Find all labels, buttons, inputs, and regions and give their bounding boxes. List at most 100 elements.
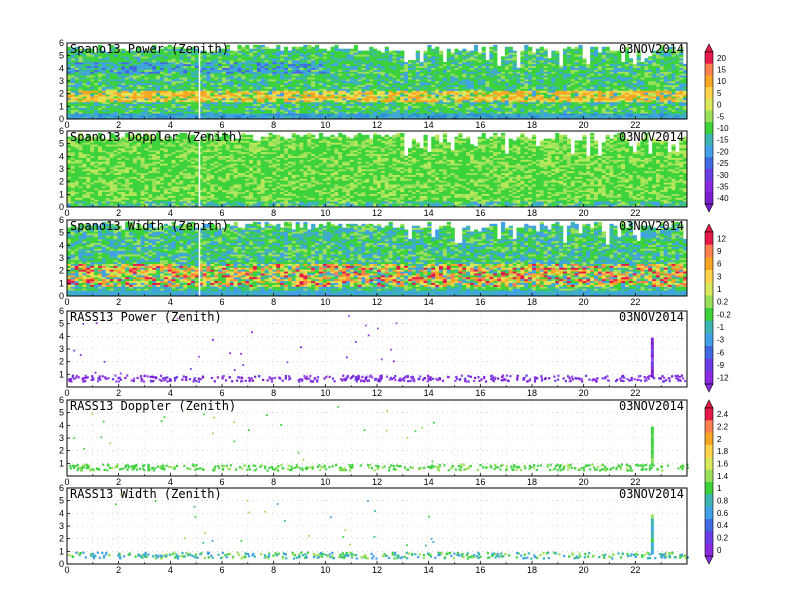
colorbar-label: 5 xyxy=(717,89,722,98)
x-tick-label: 4 xyxy=(168,565,173,575)
x-tick-label: 22 xyxy=(630,120,640,130)
colorbar-label: 6 xyxy=(717,260,722,269)
x-tick-label: 20 xyxy=(579,565,589,575)
y-tick-label: 5 xyxy=(59,51,64,61)
y-tick-label: 6 xyxy=(59,483,64,493)
x-tick-label: 18 xyxy=(527,388,537,398)
x-tick-label: 12 xyxy=(372,565,382,575)
colorbar-label: -0.2 xyxy=(717,310,731,319)
colorbar-label: -12 xyxy=(717,374,729,383)
colorbar-label: 9 xyxy=(717,247,722,256)
x-tick-label: 20 xyxy=(579,120,589,130)
y-tick-label: 2 xyxy=(59,266,64,276)
y-tick-label: 1 xyxy=(59,189,64,199)
y-tick-label: 2 xyxy=(59,177,64,187)
x-tick-label: 18 xyxy=(527,120,537,130)
y-tick-label: 6 xyxy=(59,38,64,48)
panel-date: 03NOV2014 xyxy=(619,487,684,501)
colorbar-label: -5 xyxy=(717,112,725,121)
y-tick-label: 0 xyxy=(59,559,64,569)
x-tick-label: 18 xyxy=(527,208,537,218)
colorbar-label: 3 xyxy=(717,272,722,281)
x-tick-label: 2 xyxy=(116,565,121,575)
y-tick-label: 1 xyxy=(59,101,64,111)
colorbar-label: -9 xyxy=(717,361,725,370)
x-tick-label: 14 xyxy=(424,120,434,130)
x-tick-label: 2 xyxy=(116,120,121,130)
x-tick-label: 16 xyxy=(475,208,485,218)
x-tick-label: 14 xyxy=(424,388,434,398)
x-tick-label: 16 xyxy=(475,297,485,307)
y-tick-label: 4 xyxy=(59,420,64,430)
colorbar-label: -35 xyxy=(717,183,729,192)
x-tick-label: 8 xyxy=(271,477,276,487)
x-tick-label: 2 xyxy=(116,297,121,307)
x-tick-label: 20 xyxy=(579,388,589,398)
x-tick-label: 6 xyxy=(219,120,224,130)
x-tick-label: 20 xyxy=(579,297,589,307)
y-tick-label: 0 xyxy=(59,114,64,124)
x-tick-label: 22 xyxy=(630,297,640,307)
x-tick-label: 6 xyxy=(219,477,224,487)
x-tick-label: 14 xyxy=(424,565,434,575)
colorbar-label: 0.4 xyxy=(717,521,729,530)
x-tick-label: 8 xyxy=(271,565,276,575)
y-tick-label: 6 xyxy=(59,126,64,136)
y-tick-label: 3 xyxy=(59,433,64,443)
y-tick-label: 4 xyxy=(59,508,64,518)
colorbar-label: 12 xyxy=(717,234,726,243)
panel-date: 03NOV2014 xyxy=(619,399,684,413)
x-tick-label: 0 xyxy=(64,297,69,307)
x-tick-label: 22 xyxy=(630,477,640,487)
colorbar-label: -30 xyxy=(717,171,729,180)
x-tick-label: 6 xyxy=(219,565,224,575)
panel-date: 03NOV2014 xyxy=(619,310,684,324)
panel-title: RASS13 Power (Zenith) xyxy=(70,310,222,324)
x-tick-label: 6 xyxy=(219,208,224,218)
x-tick-label: 8 xyxy=(271,388,276,398)
colorbar-label: -6 xyxy=(717,348,725,357)
colorbar-2: 12 9 6 3 1 0.2 -0.2 -1 -3 -6 -9 -12 xyxy=(704,223,731,393)
panel-title: RASS13 Doppler (Zenith) xyxy=(70,399,236,413)
x-tick-label: 12 xyxy=(372,120,382,130)
x-tick-label: 16 xyxy=(475,477,485,487)
colorbar-label: 1 xyxy=(717,285,722,294)
panel-title: Spano13 Width (Zenith) xyxy=(70,219,229,233)
colorbar-label: -10 xyxy=(717,124,729,133)
x-tick-label: 18 xyxy=(527,477,537,487)
colorbar-label: 20 xyxy=(717,54,726,63)
y-tick-label: 6 xyxy=(59,395,64,405)
x-tick-label: 20 xyxy=(579,208,589,218)
colorbar-label: -3 xyxy=(717,336,725,345)
y-tick-label: 2 xyxy=(59,534,64,544)
x-tick-label: 22 xyxy=(630,565,640,575)
x-tick-label: 16 xyxy=(475,565,485,575)
colorbar-label: 1.6 xyxy=(717,460,729,469)
colorbar-label: 1.8 xyxy=(717,447,729,456)
x-tick-label: 2 xyxy=(116,208,121,218)
x-tick-label: 6 xyxy=(219,388,224,398)
colorbar-label: -40 xyxy=(717,194,729,203)
x-tick-label: 10 xyxy=(320,297,330,307)
x-tick-label: 14 xyxy=(424,477,434,487)
colorbar-label: 2 xyxy=(717,435,722,444)
x-tick-label: 22 xyxy=(630,388,640,398)
y-tick-label: 3 xyxy=(59,164,64,174)
x-tick-label: 18 xyxy=(527,565,537,575)
x-tick-label: 0 xyxy=(64,565,69,575)
panel-date: 03NOV2014 xyxy=(619,42,684,56)
x-tick-label: 0 xyxy=(64,120,69,130)
y-tick-label: 2 xyxy=(59,446,64,456)
y-tick-label: 4 xyxy=(59,151,64,161)
y-tick-label: 3 xyxy=(59,344,64,354)
x-tick-label: 4 xyxy=(168,477,173,487)
y-tick-label: 1 xyxy=(59,458,64,468)
x-tick-label: 8 xyxy=(271,208,276,218)
panel-title: Spano13 Power (Zenith) xyxy=(70,42,229,56)
colorbar-label: 0 xyxy=(717,101,722,110)
x-tick-label: 12 xyxy=(372,388,382,398)
